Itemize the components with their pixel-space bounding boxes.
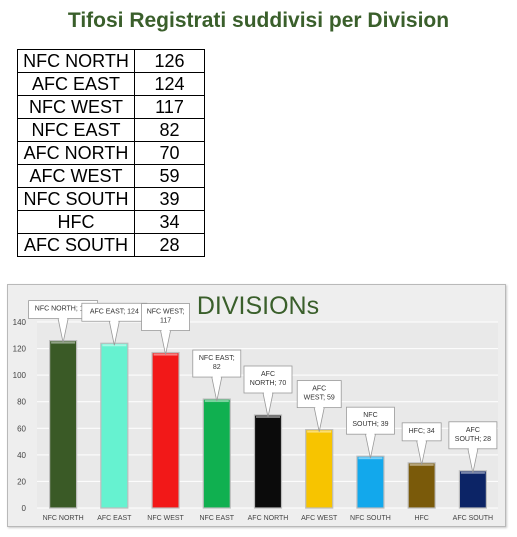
fans-count-cell: 82 (134, 118, 205, 142)
bar (49, 339, 78, 509)
divisions-bar-chart: 0 20 40 60 80 100 120 140 DIVISIONs NFC NORTH NFC … (13, 292, 498, 522)
y-tick-label: 20 (17, 477, 26, 486)
fans-count-cell: 70 (134, 141, 205, 165)
bar (100, 342, 129, 509)
data-label: NORTH; 70 (250, 380, 287, 387)
division-name-cell: AFC EAST (17, 72, 135, 96)
data-label-joint (264, 392, 272, 394)
chart-title: DIVISIONs (197, 292, 319, 320)
division-name-cell: HFC (17, 210, 135, 234)
x-tick-label: NFC EAST (199, 515, 234, 522)
division-name-cell: AFC SOUTH (17, 233, 135, 257)
data-label-joint (59, 317, 68, 320)
division-table: NFC NORTH 126 AFC EAST 124 NFC WEST 117 NFC EA… (17, 49, 205, 257)
table-row: AFC WEST 59 (17, 164, 205, 188)
data-label: NFC EAST; (199, 355, 235, 362)
data-label-joint (315, 406, 324, 409)
data-label: AFC (261, 371, 275, 378)
x-tick-label: AFC EAST (97, 515, 132, 522)
y-tick-label: 80 (17, 398, 26, 407)
data-label-box (296, 380, 342, 409)
data-label: SOUTH; 28 (455, 436, 491, 443)
bar (253, 414, 283, 509)
data-label: NFC WEST; (147, 309, 185, 316)
x-tick-label: AFC SOUTH (453, 515, 493, 522)
table-row: NFC EAST 82 (17, 118, 205, 142)
fans-count-cell: 39 (134, 187, 205, 211)
table-row: AFC NORTH 70 (17, 141, 205, 165)
table-row: NFC SOUTH 39 (17, 187, 205, 211)
data-label-joint (161, 329, 170, 332)
y-tick-label: 140 (13, 318, 27, 327)
fans-count-cell: 126 (134, 49, 205, 73)
y-tick-label: 120 (13, 345, 27, 354)
table-row: AFC EAST 124 (17, 72, 205, 96)
division-name-cell: AFC NORTH (17, 141, 135, 165)
fans-count-cell: 117 (134, 95, 205, 119)
fans-count-cell: 28 (134, 233, 205, 257)
data-label: AFC (466, 427, 480, 434)
division-name-cell: NFC NORTH (17, 49, 135, 73)
y-tick-label: 0 (22, 504, 27, 513)
division-name-cell: NFC EAST (17, 118, 135, 142)
data-label: AFC (312, 386, 326, 393)
data-label-box (192, 349, 242, 378)
table-row: NFC NORTH 126 (17, 49, 205, 73)
x-tick-label: NFC NORTH (43, 515, 84, 522)
data-label: NFC (363, 412, 377, 419)
data-label-box (243, 365, 293, 394)
data-label: NFC NORTH; 126 (35, 306, 92, 313)
x-tick-label: NFC WEST (147, 515, 184, 522)
data-label: WEST; 59 (304, 395, 335, 402)
bar (458, 470, 487, 509)
x-tick-label: HFC (414, 515, 428, 522)
data-label-box (448, 421, 498, 450)
data-label: AFC EAST; 124 (90, 308, 139, 315)
data-label-joint (468, 447, 477, 450)
division-name-cell: NFC SOUTH (17, 187, 135, 211)
data-label-joint (417, 439, 426, 442)
data-label: 117 (160, 318, 171, 325)
y-tick-label: 100 (13, 371, 27, 380)
fans-count-cell: 34 (134, 210, 205, 234)
data-label-joint (366, 433, 375, 436)
table-row: AFC SOUTH 28 (17, 233, 205, 257)
x-tick-label: AFC WEST (301, 515, 338, 522)
bar (356, 455, 385, 509)
division-name-cell: AFC WEST (17, 164, 135, 188)
data-label-box (141, 303, 190, 331)
division-name-cell: NFC WEST (17, 95, 135, 119)
table-row: HFC 34 (17, 210, 205, 234)
data-label-joint (212, 376, 221, 379)
data-label-joint (110, 320, 119, 323)
data-label: 82 (213, 364, 221, 371)
fans-count-cell: 124 (134, 72, 205, 96)
y-tick-label: 40 (17, 451, 26, 460)
page-title: Tifosi Registrati suddivisi per Division (67, 9, 450, 32)
x-tick-label: AFC NORTH (248, 515, 289, 522)
bar (202, 398, 231, 509)
data-label-box (346, 406, 395, 435)
data-label: HFC; 34 (409, 428, 435, 435)
y-tick-label: 60 (17, 424, 26, 433)
chart-area: 0 20 40 60 80 100 120 140 DIVISIONs NFC NORTH NFC … (7, 284, 506, 527)
bar (151, 351, 180, 509)
x-tick-label: NFC SOUTH (350, 515, 391, 522)
bar (407, 462, 436, 509)
table-row: NFC WEST 117 (17, 95, 205, 119)
data-label: SOUTH; 39 (352, 421, 388, 428)
bar (305, 429, 334, 509)
fans-count-cell: 59 (134, 164, 205, 188)
